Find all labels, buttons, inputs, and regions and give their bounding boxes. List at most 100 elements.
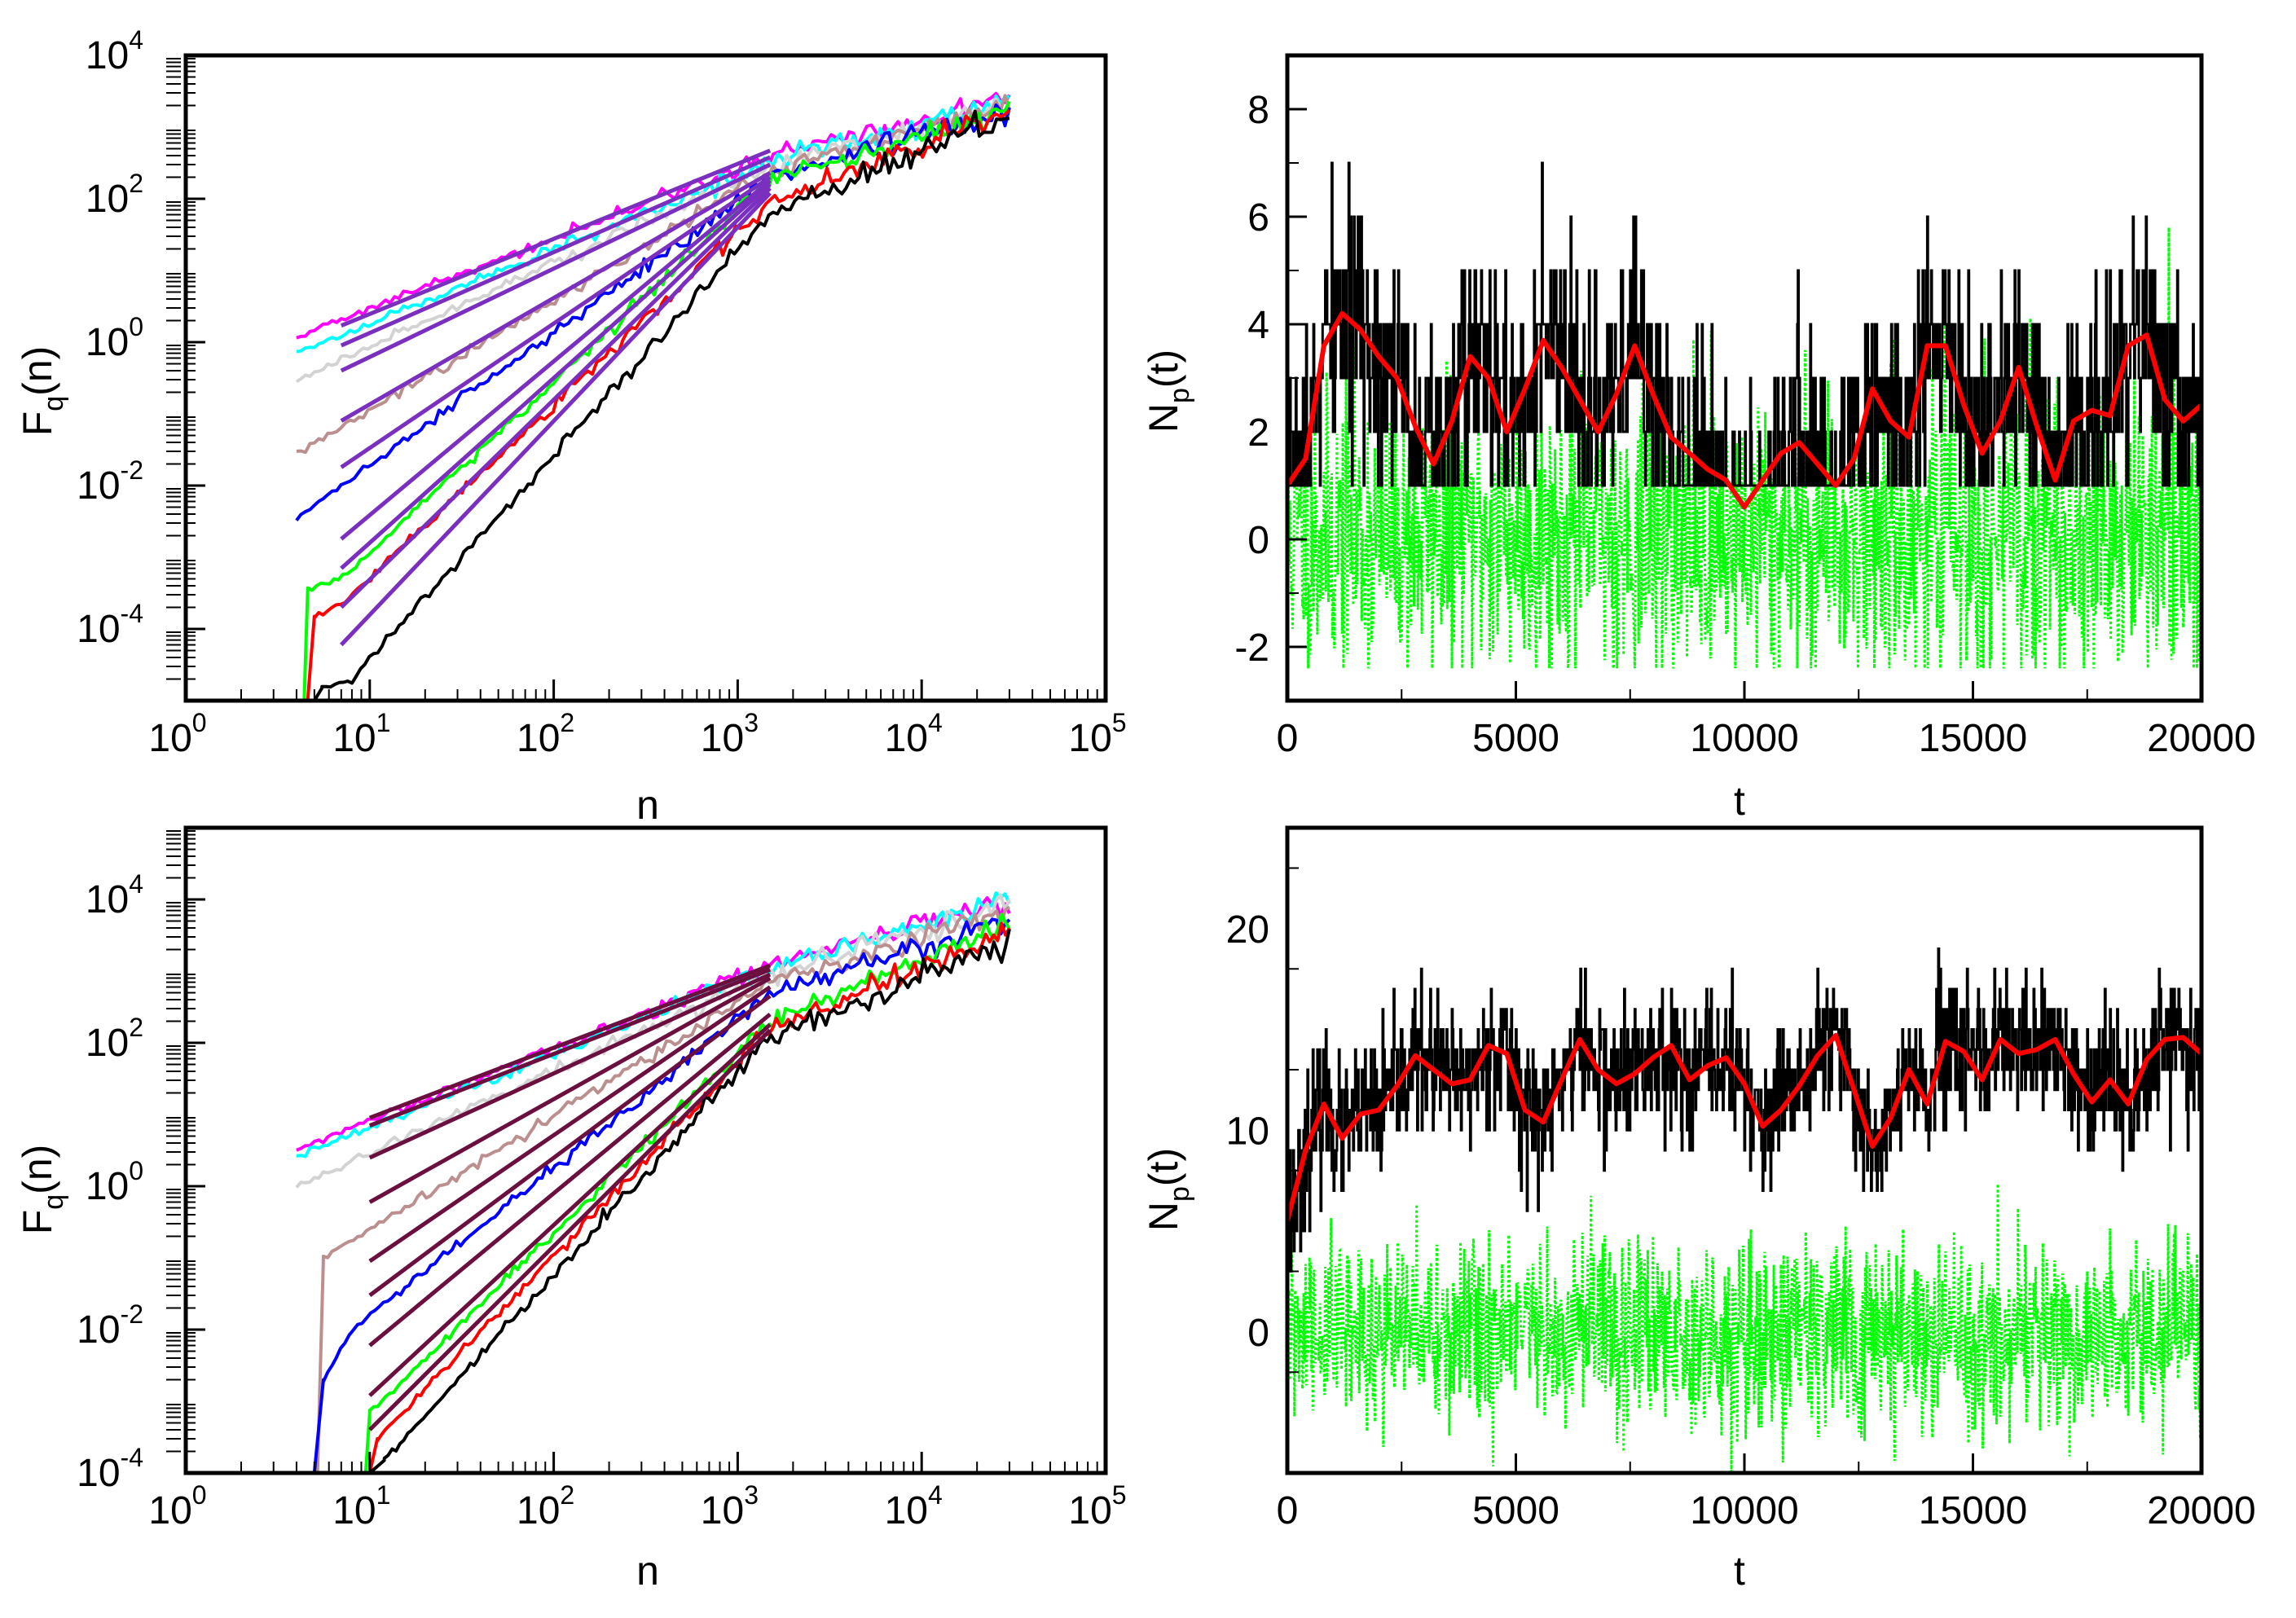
tr-x-tick-label: 0 [1277, 717, 1299, 760]
bl-x-tick-base: 10 [517, 1489, 560, 1532]
bl-y-tick-exp: 2 [129, 1013, 143, 1042]
tl-x-tick-base: 10 [517, 717, 560, 760]
tl-y-tick-exp: 2 [129, 169, 143, 198]
br-x-tick-label: 20000 [2147, 1489, 2255, 1532]
tr-y-tick-label: 2 [1247, 411, 1269, 455]
tr-x-axis-label: t [1734, 778, 1745, 824]
bl-y-tick-exp: -4 [121, 1443, 143, 1472]
tl-y-tick-exp: 0 [129, 312, 143, 341]
tr-y-axis-label-sub: p [1164, 388, 1195, 403]
tl-x-tick-label: 102 [517, 708, 574, 760]
bl-x-tick-label: 103 [701, 1480, 759, 1532]
bl-x-tick-exp: 2 [560, 1480, 574, 1510]
bl-x-tick-base: 10 [1068, 1489, 1111, 1532]
tl-x-tick-base: 10 [332, 717, 376, 760]
bl-y-axis-label-suffix: (n) [15, 1145, 60, 1194]
bl-y-tick-exp: 4 [129, 869, 143, 899]
bl-series-line-q-2 [368, 929, 1011, 1473]
tl-y-tick-exp: -4 [121, 599, 143, 628]
bl-frame [183, 825, 1108, 1475]
tl-x-tick-label: 105 [1068, 708, 1126, 760]
tl-fit-line [340, 191, 772, 647]
tl-fit-line [340, 178, 772, 541]
bl-fit-line [368, 967, 772, 1128]
bl-y-tick-base: 10 [86, 1165, 129, 1208]
bl-series-line-q2 [315, 905, 1011, 1473]
tl-x-tick-label: 104 [885, 708, 943, 760]
bl-fit-line [368, 1022, 772, 1397]
br-series-counts [1287, 947, 2201, 1273]
bl-series-line-q0 [363, 912, 1011, 1473]
br-series-group [1287, 947, 2201, 1472]
bl-x-tick-label: 105 [1068, 1480, 1126, 1532]
br-y-axis-label-main: N [1141, 1202, 1186, 1231]
bl-series-group [295, 891, 1011, 1473]
tl-x-tick-exp: 0 [192, 708, 207, 737]
tl-fit-line [340, 148, 772, 328]
tl-fit-line [340, 155, 772, 348]
br-y-axis-label-suffix: (t) [1141, 1148, 1186, 1186]
tr-y-tick-label: 6 [1247, 196, 1269, 240]
tl-y-axis-label-sub: q [38, 396, 69, 411]
tl-x-tick-exp: 1 [376, 708, 391, 737]
tl-x-tick-base: 10 [148, 717, 191, 760]
tr-x-tick-label: 20000 [2147, 717, 2255, 760]
tl-y-tick-label: 100 [86, 312, 143, 364]
tl-y-tick-base: 10 [86, 178, 129, 221]
bl-fit-line [368, 985, 772, 1264]
bl-y-axis-label-sub: q [38, 1194, 69, 1210]
tr-x-tick-label: 10000 [1690, 717, 1798, 760]
panel-top-right: 0 5000 10000 15000 20000 -2 0 2 4 6 8 t Np(t) [1141, 53, 2256, 824]
br-y-tick-label: 0 [1247, 1312, 1269, 1355]
bl-x-tick-exp: 4 [928, 1480, 943, 1510]
tl-plot-area [295, 91, 1011, 701]
tl-x-tick-label: 103 [701, 708, 759, 760]
tl-series-group [295, 91, 1011, 701]
br-y-tick-label: 10 [1226, 1110, 1269, 1153]
tr-y-tick-label: -2 [1234, 627, 1269, 670]
bl-y-axis-label: Fq(n) [15, 1145, 69, 1235]
bl-series-line-q3 [295, 893, 1011, 1189]
bl-fit-line [368, 976, 772, 1204]
br-y-axis-label: Np(t) [1141, 1148, 1195, 1231]
br-axes: 0 5000 10000 15000 20000 0 10 20 [1226, 867, 2256, 1532]
bl-y-tick-exp: 0 [129, 1156, 143, 1185]
tr-plot-area [1287, 161, 2201, 670]
br-frame [1285, 825, 2204, 1475]
bl-y-tick-base: 10 [77, 1308, 120, 1352]
tl-y-tick-base: 10 [86, 321, 129, 364]
bl-x-tick-base: 10 [148, 1489, 191, 1532]
tr-x-tick-label: 5000 [1472, 717, 1559, 760]
br-x-tick-label: 10000 [1690, 1489, 1798, 1532]
br-x-tick-label: 5000 [1472, 1489, 1559, 1532]
tl-x-tick-exp: 2 [560, 708, 574, 737]
tl-y-tick-label: 10-2 [77, 455, 143, 508]
tr-frame [1285, 53, 2204, 703]
bl-y-tick-label: 100 [86, 1156, 143, 1208]
tl-x-tick-base: 10 [885, 717, 928, 760]
tl-fit-line [340, 182, 772, 570]
br-series-noise [1287, 1183, 2201, 1472]
bl-x-axis-label: n [636, 1548, 659, 1594]
tr-series-counts [1287, 161, 2201, 487]
bl-plot-area [295, 891, 1011, 1473]
bl-fit-line [368, 1013, 772, 1348]
tl-y-axis-label-suffix: (n) [15, 346, 60, 396]
tl-series-line-q-2 [313, 109, 1009, 701]
tr-series-group [1287, 161, 2201, 670]
tl-y-tick-label: 10-4 [77, 599, 143, 651]
br-x-tick-label: 0 [1277, 1489, 1299, 1532]
br-plot-area [1287, 947, 2201, 1472]
bl-x-tick-label: 104 [885, 1480, 943, 1532]
bl-x-tick-exp: 0 [192, 1480, 207, 1510]
tl-x-tick-label: 101 [332, 708, 390, 760]
bl-x-tick-exp: 1 [376, 1480, 391, 1510]
br-x-axis-label: t [1734, 1548, 1745, 1594]
br-x-tick-label: 15000 [1919, 1489, 2027, 1532]
bl-x-tick-base: 10 [332, 1489, 376, 1532]
tl-x-tick-exp: 4 [928, 708, 943, 737]
tl-y-tick-exp: -2 [121, 455, 143, 485]
